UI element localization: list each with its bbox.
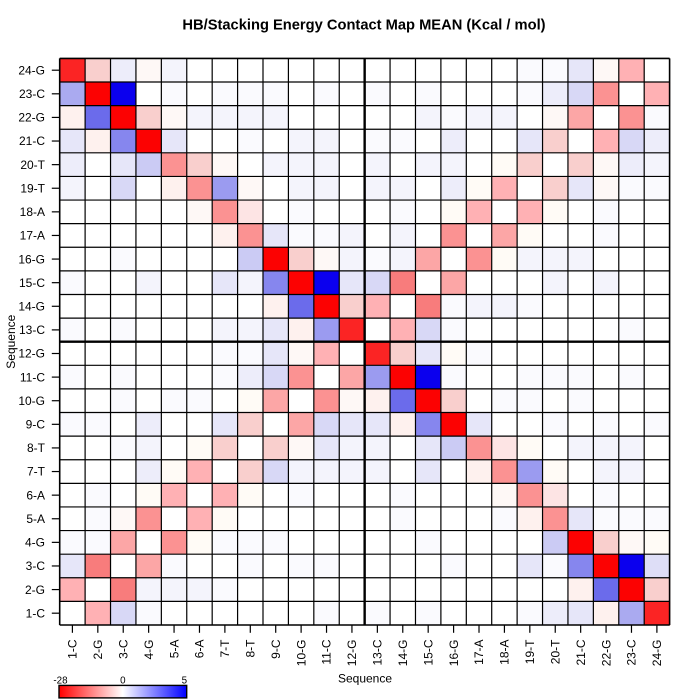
svg-text:14-G: 14-G <box>396 640 410 667</box>
svg-text:3-C: 3-C <box>116 639 130 659</box>
svg-text:2-G: 2-G <box>25 583 45 597</box>
svg-text:21-C: 21-C <box>19 134 45 148</box>
svg-text:6-A: 6-A <box>193 640 207 659</box>
svg-text:4-G: 4-G <box>142 640 156 660</box>
svg-text:3-C: 3-C <box>26 559 46 573</box>
svg-text:11-C: 11-C <box>20 370 45 384</box>
svg-text:5-A: 5-A <box>26 512 45 526</box>
svg-text:13-C: 13-C <box>371 639 385 665</box>
svg-text:14-G: 14-G <box>18 299 45 313</box>
svg-text:17-A: 17-A <box>20 229 45 243</box>
svg-text:23-C: 23-C <box>625 639 639 665</box>
svg-text:11-C: 11-C <box>320 639 334 664</box>
svg-text:1-C: 1-C <box>26 606 46 620</box>
svg-text:7-T: 7-T <box>218 639 232 658</box>
svg-text:-28: -28 <box>53 675 68 686</box>
svg-text:24-G: 24-G <box>650 640 664 667</box>
svg-text:2-G: 2-G <box>91 640 105 660</box>
svg-text:1-C: 1-C <box>66 639 80 659</box>
svg-text:12-G: 12-G <box>345 640 359 667</box>
svg-text:22-G: 22-G <box>599 640 613 667</box>
svg-text:10-G: 10-G <box>18 394 45 408</box>
svg-text:9-C: 9-C <box>26 418 46 432</box>
svg-text:12-G: 12-G <box>18 347 45 361</box>
svg-text:20-T: 20-T <box>548 639 562 664</box>
svg-text:5: 5 <box>182 675 188 686</box>
svg-text:0: 0 <box>120 675 126 686</box>
svg-text:21-C: 21-C <box>574 639 588 665</box>
svg-text:16-G: 16-G <box>18 252 45 266</box>
svg-text:8-T: 8-T <box>243 639 257 658</box>
svg-text:10-G: 10-G <box>294 640 308 667</box>
svg-text:13-C: 13-C <box>19 323 45 337</box>
svg-text:24-G: 24-G <box>18 63 45 77</box>
svg-text:6-A: 6-A <box>26 488 45 502</box>
svg-text:18-A: 18-A <box>498 640 512 665</box>
svg-text:5-A: 5-A <box>167 640 181 659</box>
svg-text:8-T: 8-T <box>27 441 46 455</box>
svg-text:7-T: 7-T <box>27 465 46 479</box>
svg-text:15-C: 15-C <box>421 639 435 665</box>
svg-text:18-A: 18-A <box>20 205 45 219</box>
svg-text:HB/Stacking Energy Contact Map: HB/Stacking Energy Contact Map MEAN (Kca… <box>182 18 545 34</box>
svg-text:9-C: 9-C <box>269 639 283 659</box>
svg-text:23-C: 23-C <box>19 87 45 101</box>
svg-text:4-G: 4-G <box>25 536 45 550</box>
svg-text:20-T: 20-T <box>20 158 45 172</box>
svg-text:15-C: 15-C <box>19 276 45 290</box>
svg-text:Sequence: Sequence <box>4 314 18 368</box>
svg-text:19-T: 19-T <box>523 639 537 664</box>
svg-text:22-G: 22-G <box>18 111 45 125</box>
svg-text:17-A: 17-A <box>472 640 486 665</box>
svg-text:16-G: 16-G <box>447 640 461 667</box>
svg-text:Sequence: Sequence <box>338 672 392 686</box>
svg-text:19-T: 19-T <box>20 181 45 195</box>
